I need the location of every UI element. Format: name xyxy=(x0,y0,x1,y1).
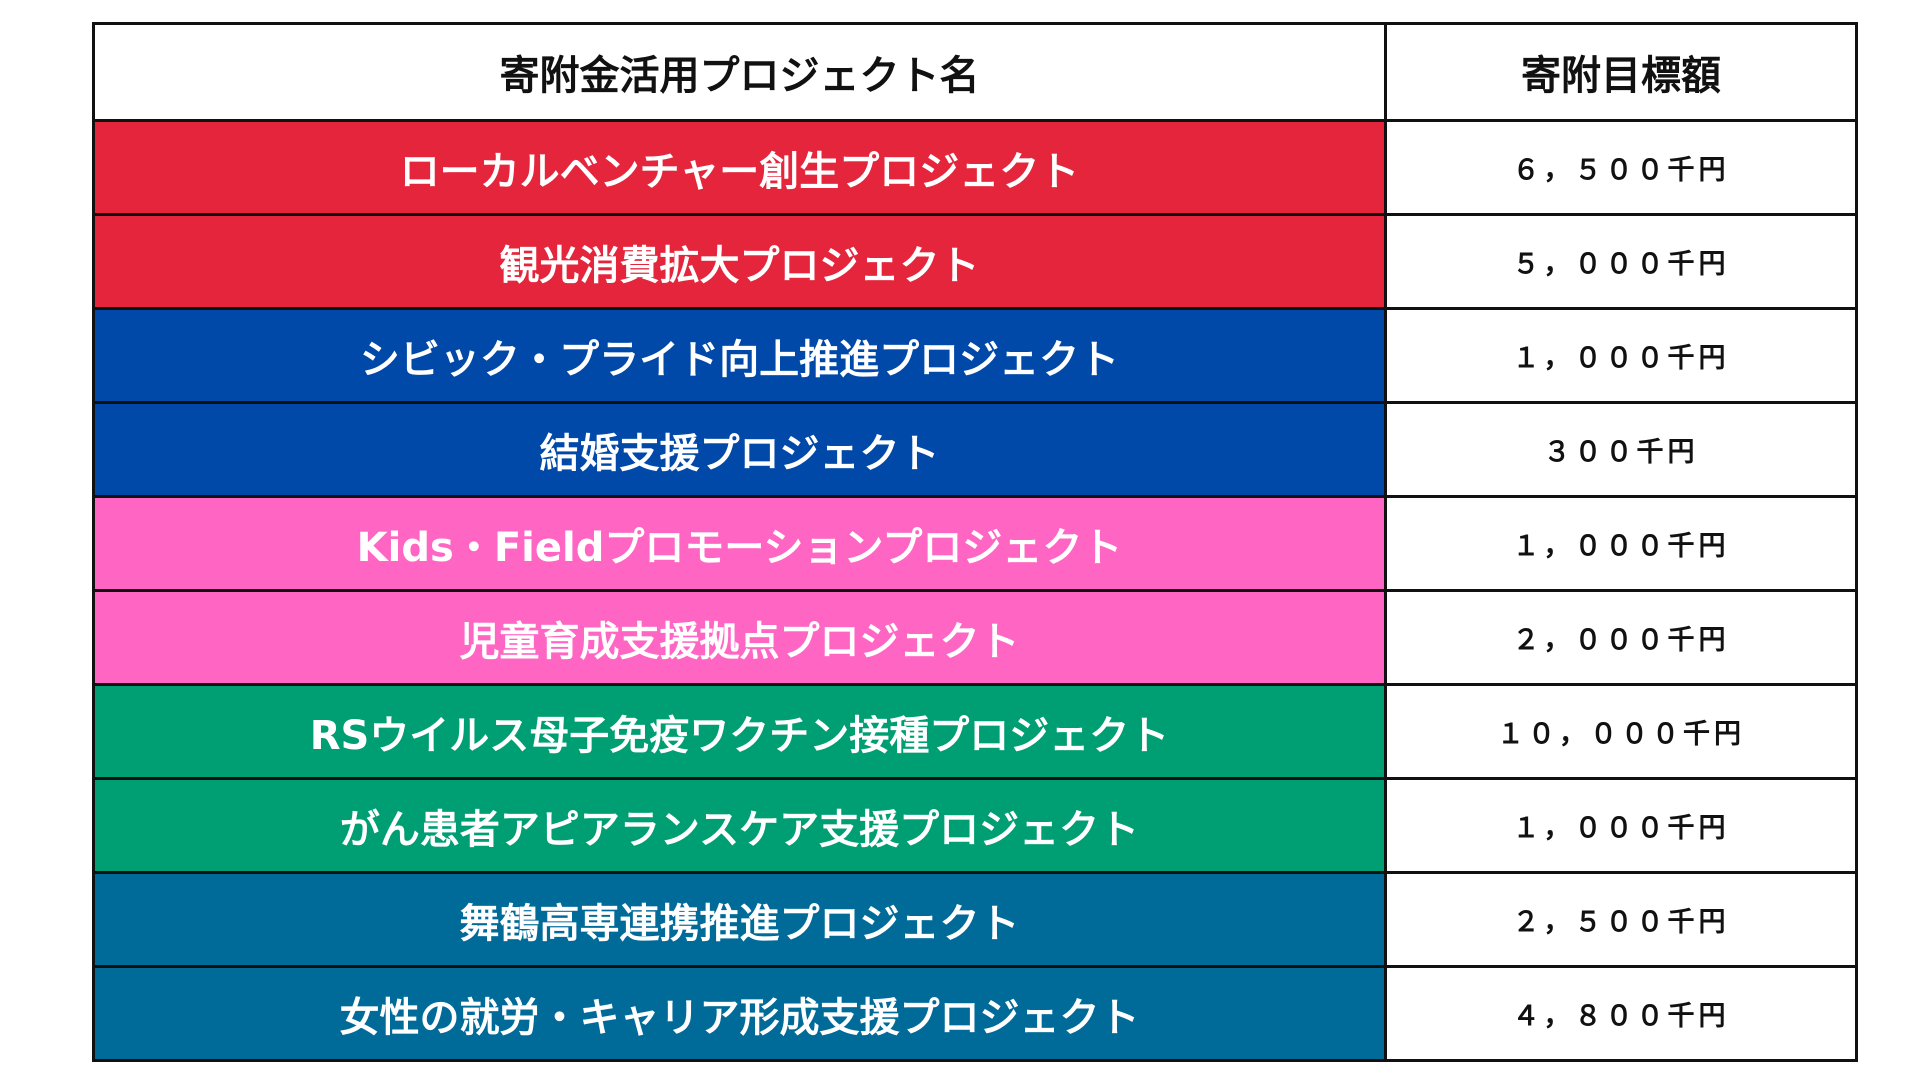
project-name: 観光消費拡大プロジェクト xyxy=(92,213,1387,310)
row: シビック・プライド向上推進プロジェクト １，０００千円 xyxy=(92,307,1858,404)
project-name: 結婚支援プロジェクト xyxy=(92,401,1387,498)
project-name: がん患者アピアランスケア支援プロジェクト xyxy=(92,777,1387,874)
header-row: 寄附金活用プロジェクト名 寄附目標額 xyxy=(92,22,1858,122)
header-cell: 寄附金活用プロジェクト名 xyxy=(92,22,1387,122)
project-name: 女性の就労・キャリア形成支援プロジェクト xyxy=(92,965,1387,1062)
header-cell: 寄附目標額 xyxy=(1384,22,1858,122)
row: 結婚支援プロジェクト ３００千円 xyxy=(92,401,1858,498)
target-amount: ５，０００千円 xyxy=(1384,213,1858,310)
row: 舞鶴高専連携推進プロジェクト ２，５００千円 xyxy=(92,871,1858,968)
row: 観光消費拡大プロジェクト ５，０００千円 xyxy=(92,213,1858,310)
target-amount: １，０００千円 xyxy=(1384,495,1858,592)
table-body: ローカルベンチャー創生プロジェクト ６，５００千円 観光消費拡大プロジェクト ５，００… xyxy=(92,119,1858,1062)
project-name: RSウイルス母子免疫ワクチン接種プロジェクト xyxy=(92,683,1387,780)
row: 女性の就労・キャリア形成支援プロジェクト ４，８００千円 xyxy=(92,965,1858,1062)
row: がん患者アピアランスケア支援プロジェクト １，０００千円 xyxy=(92,777,1858,874)
row: ローカルベンチャー創生プロジェクト ６，５００千円 xyxy=(92,119,1858,216)
target-amount: １，０００千円 xyxy=(1384,307,1858,404)
target-amount: １０，０００千円 xyxy=(1384,683,1858,780)
project-name: 児童育成支援拠点プロジェクト xyxy=(92,589,1387,686)
target-amount: ４，８００千円 xyxy=(1384,965,1858,1062)
target-amount: ２，０００千円 xyxy=(1384,589,1858,686)
project-name: Kids・Fieldプロモーションプロジェクト xyxy=(92,495,1387,592)
target-amount: ２，５００千円 xyxy=(1384,871,1858,968)
table-container: 寄附金活用プロジェクト名 寄附目標額 ローカルベンチャー創生プロジェクト ６，５０… xyxy=(92,22,1858,1062)
row: RSウイルス母子免疫ワクチン接種プロジェクト １０，０００千円 xyxy=(92,683,1858,780)
row: 児童育成支援拠点プロジェクト ２，０００千円 xyxy=(92,589,1858,686)
project-name: ローカルベンチャー創生プロジェクト xyxy=(92,119,1387,216)
target-amount: ６，５００千円 xyxy=(1384,119,1858,216)
target-amount: ３００千円 xyxy=(1384,401,1858,498)
target-amount: １，０００千円 xyxy=(1384,777,1858,874)
project-name: シビック・プライド向上推進プロジェクト xyxy=(92,307,1387,404)
project-table: 寄附金活用プロジェクト名 寄附目標額 ローカルベンチャー創生プロジェクト ６，５０… xyxy=(92,22,1858,1062)
row: Kids・Fieldプロモーションプロジェクト １，０００千円 xyxy=(92,495,1858,592)
project-name: 舞鶴高専連携推進プロジェクト xyxy=(92,871,1387,968)
